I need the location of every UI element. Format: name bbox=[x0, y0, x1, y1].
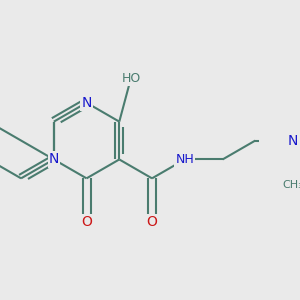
Text: CH₃: CH₃ bbox=[283, 180, 300, 190]
Text: NH: NH bbox=[176, 153, 194, 166]
Text: N: N bbox=[288, 134, 298, 148]
Text: O: O bbox=[147, 215, 158, 229]
Text: N: N bbox=[49, 152, 59, 167]
Text: N: N bbox=[81, 96, 92, 110]
Text: O: O bbox=[81, 215, 92, 229]
Text: HO: HO bbox=[122, 72, 141, 85]
